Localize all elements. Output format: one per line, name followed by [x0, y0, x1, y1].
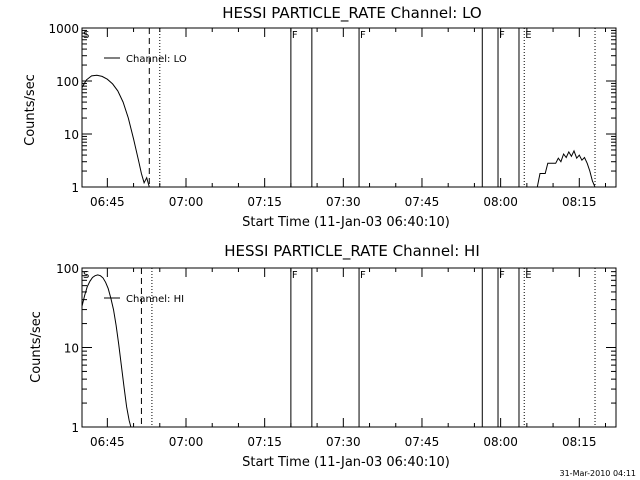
y-tick-label: 1 — [71, 421, 79, 435]
x-tick-label: 08:15 — [562, 435, 597, 449]
y-tick-label: 10 — [64, 128, 79, 142]
x-tick-label: 08:15 — [562, 195, 597, 209]
event-marker-e: E — [525, 30, 531, 41]
lo-channel-panel: HESSI PARTICLE_RATE Channel: LO Counts/s… — [23, 4, 617, 230]
event-marker-s: S — [83, 270, 89, 281]
plot-frame — [81, 27, 617, 188]
plot-area: 1 10 100 1000 06:45 07:00 07:15 07:30 07:45 08:00… — [48, 22, 617, 209]
x-tick-label: 07:15 — [247, 195, 282, 209]
chart-title: HESSI PARTICLE_RATE Channel: HI — [224, 242, 480, 261]
timestamp-stamp: 31-Mar-2010 04:11 — [560, 469, 637, 478]
event-marker-f: F — [499, 30, 505, 41]
y-tick-label: 1000 — [48, 22, 79, 36]
y-tick-label: 100 — [56, 75, 79, 89]
series-line — [536, 149, 596, 188]
x-tick-label: 06:45 — [90, 195, 125, 209]
event-marker-s: S — [83, 30, 89, 41]
x-axis-label: Start Time (11-Jan-03 06:40:10) — [242, 215, 450, 230]
y-axis-label: Counts/sec — [29, 311, 44, 383]
event-marker-f: F — [360, 270, 366, 281]
x-tick-label: 07:15 — [247, 435, 282, 449]
hi-channel-panel: HESSI PARTICLE_RATE Channel: HI Counts/s… — [29, 242, 617, 470]
x-tick-label: 07:00 — [169, 435, 204, 449]
event-marker-e: E — [525, 270, 531, 281]
x-tick-label: 07:45 — [405, 195, 440, 209]
x-tick-label: 06:45 — [90, 435, 125, 449]
x-tick-label: 08:00 — [483, 195, 518, 209]
chart-title: HESSI PARTICLE_RATE Channel: LO — [222, 4, 481, 23]
event-marker-f: F — [292, 30, 298, 41]
x-tick-label: 07:30 — [326, 195, 361, 209]
series-line — [81, 74, 150, 188]
series-line — [81, 274, 132, 428]
y-tick-label: 100 — [56, 262, 79, 276]
x-tick-label: 07:45 — [405, 435, 440, 449]
y-axis-label: Counts/sec — [23, 74, 38, 146]
plot-area: 1 10 100 06:45 07:00 07:15 07:30 07:45 08:00 08:1… — [56, 262, 617, 449]
x-axis-label: Start Time (11-Jan-03 06:40:10) — [242, 455, 450, 470]
x-tick-label: 08:00 — [483, 435, 518, 449]
legend-label: Channel: HI — [126, 294, 184, 305]
y-tick-label: 1 — [71, 181, 79, 195]
y-tick-label: 10 — [64, 342, 79, 356]
legend-label: Channel: LO — [126, 54, 187, 65]
x-tick-label: 07:00 — [169, 195, 204, 209]
event-marker-f: F — [360, 30, 366, 41]
x-tick-label: 07:30 — [326, 435, 361, 449]
event-marker-f: F — [499, 270, 505, 281]
event-marker-f: F — [292, 270, 298, 281]
